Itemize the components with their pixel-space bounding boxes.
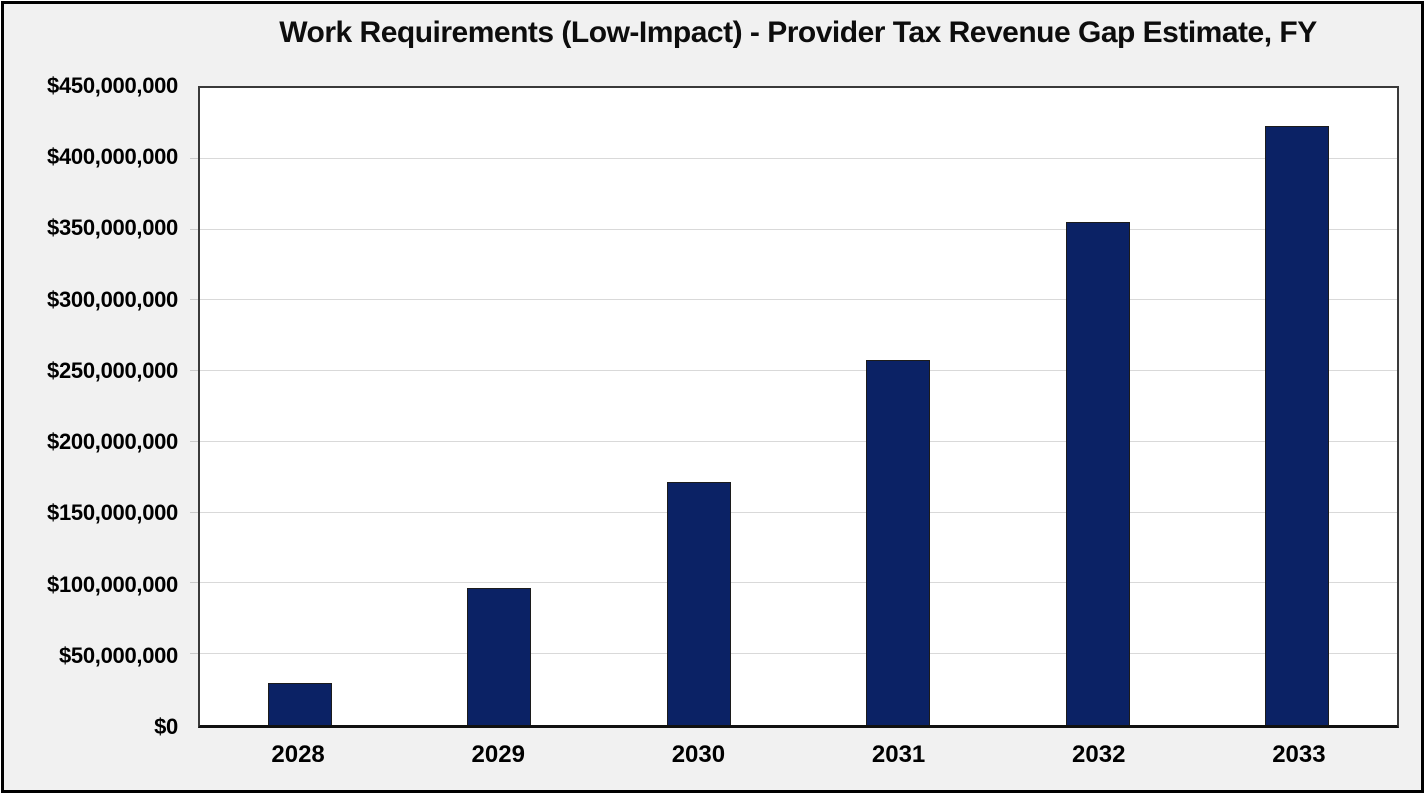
y-axis-label: $200,000,000: [47, 429, 178, 455]
y-axis-label: $300,000,000: [47, 286, 178, 312]
y-axis-tick: [190, 440, 198, 442]
gridline: [200, 299, 1397, 301]
y-axis-tick: [190, 299, 198, 301]
bar-2028: [267, 682, 332, 725]
x-axis-label-2028: 2028: [271, 741, 325, 768]
bar-2031: [866, 359, 931, 725]
y-axis: $0 $50,000,000 $100,000,000 $150,000,000 $20…: [4, 73, 178, 739]
x-axis: 2028 2029 2030 2031 2032 2033: [198, 741, 1399, 775]
bar-2033: [1265, 126, 1330, 725]
y-axis-tick: [190, 653, 198, 655]
y-axis-tick: [190, 157, 198, 159]
y-axis-tick: [190, 228, 198, 230]
y-axis-label: $250,000,000: [47, 357, 178, 383]
y-axis-tick: [190, 511, 198, 513]
chart-title: Work Requirements (Low-Impact) - Provide…: [279, 16, 1317, 49]
y-axis-label: $50,000,000: [58, 642, 178, 668]
x-axis-label-2032: 2032: [1072, 741, 1126, 768]
bar-2029: [467, 587, 532, 725]
bar-2032: [1065, 222, 1130, 725]
plot-area: [190, 86, 1399, 728]
y-axis-label: $350,000,000: [47, 215, 178, 241]
y-axis-label: $450,000,000: [47, 73, 178, 98]
y-axis-label: $0: [154, 714, 178, 739]
y-axis-tick: [190, 370, 198, 372]
gridline: [200, 582, 1397, 584]
gridline: [200, 228, 1397, 230]
x-axis-label-2029: 2029: [471, 741, 525, 768]
gridline: [200, 157, 1397, 159]
x-axis-label-2033: 2033: [1272, 741, 1326, 768]
y-axis-label: $150,000,000: [47, 500, 178, 526]
x-axis-label-2031: 2031: [871, 741, 926, 768]
y-axis-label: $400,000,000: [47, 144, 178, 170]
gridline: [200, 511, 1397, 513]
x-axis-label-2030: 2030: [671, 741, 726, 768]
bar-2030: [666, 481, 731, 725]
y-axis-label: $100,000,000: [47, 571, 178, 597]
y-axis-tick: [190, 582, 198, 584]
gridline: [200, 653, 1397, 655]
gridline: [200, 440, 1397, 442]
gridline: [200, 370, 1397, 372]
